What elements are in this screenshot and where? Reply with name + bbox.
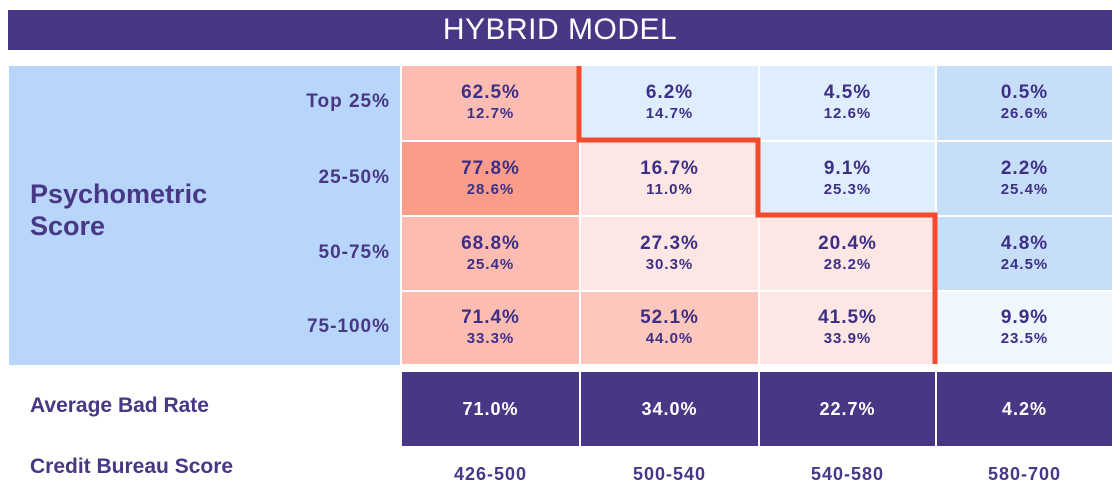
chart-title: HYBRID MODEL — [8, 10, 1112, 50]
cell-bad-rate: 68.8% — [461, 232, 520, 254]
average-bad-rate-label: Average Bad Rate — [30, 394, 209, 417]
average-bad-rate-cell: 34.0% — [581, 372, 758, 446]
heatmap-cell: 2.2% 25.4% — [937, 142, 1112, 215]
cell-share: 25.3% — [823, 180, 872, 198]
column-label: 540-580 — [810, 463, 885, 484]
row-label: 75-100% — [306, 316, 390, 337]
column-label: 580-700 — [987, 463, 1062, 484]
heatmap-cell: 4.5% 12.6% — [760, 66, 935, 140]
cell-share: 28.2% — [823, 255, 872, 273]
row-label: 25-50% — [318, 166, 390, 188]
cell-bad-rate: 20.4% — [818, 232, 877, 254]
column-label: 426-500 — [453, 463, 528, 484]
cell-bad-rate: 6.2% — [645, 82, 694, 103]
heatmap-cell: 4.8% 24.5% — [937, 217, 1112, 290]
cell-bad-rate: 41.5% — [818, 307, 877, 328]
average-bad-rate-cell: 4.2% — [937, 372, 1112, 446]
cell-share: 44.0% — [645, 330, 694, 347]
cell-share: 11.0% — [646, 180, 693, 198]
cell-bad-rate: 71.4% — [461, 307, 520, 328]
cell-share: 25.4% — [466, 255, 515, 273]
row-label: 50-75% — [318, 241, 390, 263]
cell-bad-rate: 4.8% — [1000, 232, 1049, 254]
cell-bad-rate: 2.2% — [1000, 157, 1049, 179]
credit-bureau-score-label: Credit Bureau Score — [30, 455, 234, 478]
heatmap-cell: 71.4% 33.3% — [402, 292, 579, 364]
cell-share: 24.5% — [1000, 255, 1049, 273]
heatmap-cell: 68.8% 25.4% — [402, 217, 579, 290]
row-header-panel — [9, 66, 400, 365]
heatmap-cell: 6.2% 14.7% — [581, 66, 758, 140]
cell-share: 33.3% — [466, 330, 515, 347]
cell-bad-rate: 4.5% — [823, 82, 872, 103]
cell-share: 30.3% — [645, 255, 694, 273]
cell-share: 23.5% — [1000, 330, 1049, 347]
heatmap-cell: 16.7% 11.0% — [581, 142, 758, 215]
row-axis-label: Psychometric Score — [30, 179, 208, 241]
cell-bad-rate: 62.5% — [461, 82, 520, 103]
heatmap-cell: 62.5% 12.7% — [402, 66, 579, 140]
row-label: Top 25% — [306, 91, 390, 112]
heatmap-cell: 0.5% 26.6% — [937, 66, 1112, 140]
cell-share: 12.6% — [823, 105, 872, 122]
column-label: 500-540 — [632, 463, 707, 484]
heatmap-cell: 9.9% 23.5% — [937, 292, 1112, 364]
heatmap-cell: 9.1% 25.3% — [760, 142, 935, 215]
cell-share: 25.4% — [1000, 180, 1049, 198]
heatmap-cell: 27.3% 30.3% — [581, 217, 758, 290]
cell-share: 12.7% — [466, 105, 515, 122]
cell-bad-rate: 77.8% — [461, 157, 520, 179]
heatmap-cell: 77.8% 28.6% — [402, 142, 579, 215]
cell-share: 28.6% — [466, 180, 515, 198]
cell-bad-rate: 0.5% — [1000, 82, 1049, 103]
cell-bad-rate: 9.1% — [823, 157, 872, 179]
average-bad-rate-cell: 71.0% — [402, 372, 579, 446]
cell-bad-rate: 27.3% — [640, 232, 699, 254]
heatmap-cell: 52.1% 44.0% — [581, 292, 758, 364]
cell-bad-rate: 9.9% — [1000, 307, 1049, 328]
heatmap-cell: 20.4% 28.2% — [760, 217, 935, 290]
heatmap-cell: 41.5% 33.9% — [760, 292, 935, 364]
cell-bad-rate: 52.1% — [640, 307, 699, 328]
cell-share: 14.7% — [645, 105, 694, 122]
cell-bad-rate: 16.7% — [640, 157, 699, 179]
cell-share: 33.9% — [823, 330, 872, 347]
average-bad-rate-cell: 22.7% — [760, 372, 935, 446]
cell-share: 26.6% — [1000, 105, 1049, 122]
